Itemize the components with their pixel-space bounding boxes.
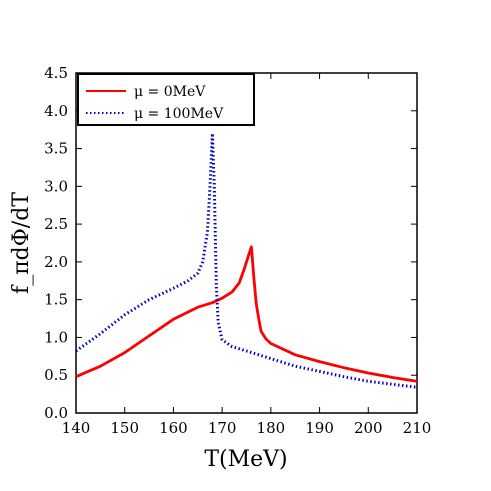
y-tick-label: 0.5 xyxy=(44,366,68,384)
x-tick-label: 180 xyxy=(257,419,286,437)
x-tick-label: 140 xyxy=(62,419,91,437)
y-tick-label: 1.5 xyxy=(44,291,68,309)
legend: μ = 0MeV μ = 100MeV xyxy=(77,73,255,126)
x-tick-label: 160 xyxy=(159,419,188,437)
series-line-mu-100 xyxy=(75,131,418,389)
plot-frame xyxy=(75,72,418,414)
y-tick-label: 4.0 xyxy=(44,102,68,120)
legend-label-mu-0: μ = 0MeV xyxy=(134,84,206,100)
legend-box xyxy=(77,73,255,126)
y-tick-label: 1.0 xyxy=(44,328,68,346)
series-layer xyxy=(75,131,418,389)
y-tick-label: 3.5 xyxy=(44,140,68,158)
y-tick-label: 2.0 xyxy=(44,253,68,271)
axis-ticks: 140 150 160 170 180 190 200 210 0.0 0.5 1.0 1.5 2.0 2… xyxy=(44,64,431,437)
y-tick-label: 4.5 xyxy=(44,64,68,82)
y-tick-label: 2.5 xyxy=(44,215,68,233)
y-tick-label: 0.0 xyxy=(44,404,68,422)
x-axis-label: T(MeV) xyxy=(204,447,287,472)
y-tick-label: 3.0 xyxy=(44,177,68,195)
y-axis-label: f_πdΦ/dT xyxy=(9,192,34,294)
x-tick-label: 190 xyxy=(305,419,334,437)
legend-label-mu-100: μ = 100MeV xyxy=(134,106,224,122)
x-tick-label: 210 xyxy=(403,419,432,437)
x-tick-label: 200 xyxy=(354,419,383,437)
series-line-mu-0 xyxy=(75,245,418,383)
x-tick-label: 170 xyxy=(208,419,237,437)
x-tick-label: 150 xyxy=(110,419,139,437)
